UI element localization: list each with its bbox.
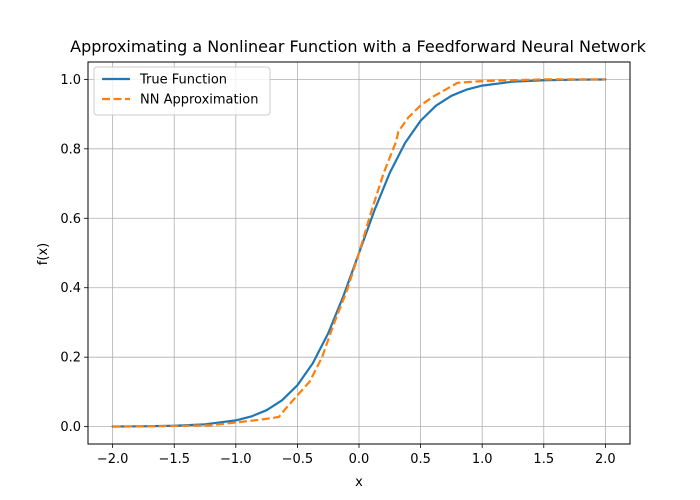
legend-label-0: True Function [139,73,227,88]
x-axis-label: x [355,475,363,490]
x-tick-label: 2.0 [595,452,616,467]
chart-title: Approximating a Nonlinear Function with … [70,37,646,56]
y-tick-label: 1.0 [60,73,81,88]
x-tick-label: −2.0 [97,452,129,467]
series-line-1 [112,78,606,428]
x-tick-label: −0.5 [282,452,314,467]
legend-label-1: NN Approximation [140,93,258,108]
y-axis-label: f(x) [36,243,51,265]
series-layer [111,78,607,428]
y-tick-label: 0.0 [60,420,81,435]
y-tick-label: 0.2 [60,351,81,366]
x-tick-label: −1.0 [220,452,252,467]
x-tick-label: −1.5 [158,452,190,467]
x-tick-label: 1.5 [533,452,554,467]
axis-ticks: −2.0 −1.5 −1.0 −0.5 0.0 0.5 1.0 1.5 2.0 0.0 0.2 0.4… [60,73,615,467]
x-tick-label: 1.0 [472,452,493,467]
y-tick-label: 0.8 [60,142,81,157]
x-tick-label: 0.5 [410,452,431,467]
legend-box [93,66,271,116]
legend: True Function NN Approximation [93,66,271,116]
x-tick-label: 0.0 [349,452,370,467]
y-tick-label: 0.6 [60,212,81,227]
y-tick-label: 0.4 [60,281,81,296]
